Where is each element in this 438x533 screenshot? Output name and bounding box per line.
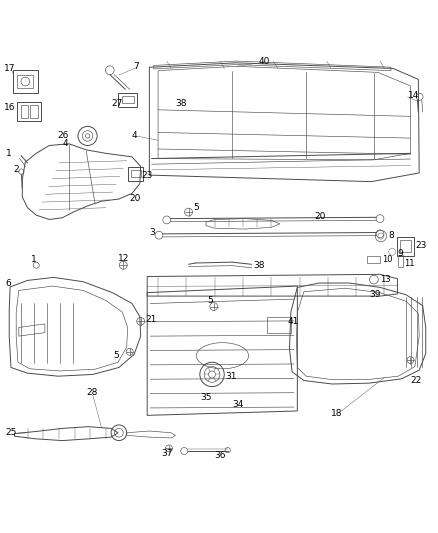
Bar (21, 106, 28, 118)
Bar (127, 167, 143, 181)
Text: 27: 27 (111, 99, 122, 108)
Text: 9: 9 (397, 249, 403, 258)
Text: 16: 16 (4, 103, 15, 112)
Bar (30, 106, 38, 118)
Text: 41: 41 (288, 317, 299, 326)
Text: 13: 13 (380, 275, 391, 284)
Bar (367, 256, 380, 263)
Text: 28: 28 (86, 388, 98, 397)
Text: 31: 31 (226, 372, 237, 381)
Text: 38: 38 (253, 261, 265, 270)
Bar (18, 75, 33, 88)
Text: 36: 36 (215, 451, 226, 460)
Text: 2: 2 (14, 165, 19, 174)
Text: 40: 40 (258, 58, 269, 67)
Bar (267, 318, 291, 333)
Text: 25: 25 (6, 428, 17, 437)
Text: 1: 1 (6, 149, 11, 158)
Text: 5: 5 (207, 296, 213, 305)
Text: 8: 8 (389, 231, 395, 240)
Bar (131, 171, 141, 177)
Bar (13, 70, 38, 93)
Text: 23: 23 (141, 171, 153, 180)
Text: 34: 34 (232, 400, 244, 408)
Text: 37: 37 (162, 449, 173, 458)
Text: 14: 14 (408, 91, 420, 100)
Text: 38: 38 (176, 99, 187, 108)
Text: 11: 11 (404, 259, 415, 268)
Text: 1: 1 (31, 255, 37, 264)
Text: 18: 18 (331, 409, 343, 418)
Text: 26: 26 (57, 132, 69, 140)
Bar (400, 240, 411, 252)
Text: 17: 17 (4, 63, 15, 72)
Bar (121, 96, 134, 103)
Text: 4: 4 (131, 132, 137, 140)
Text: 5: 5 (193, 203, 199, 212)
Text: 12: 12 (118, 254, 129, 263)
Text: 4: 4 (62, 139, 68, 148)
Text: 3: 3 (149, 228, 155, 237)
Text: 35: 35 (201, 393, 212, 401)
Text: 20: 20 (130, 193, 141, 203)
Bar (397, 237, 414, 256)
Text: 21: 21 (145, 315, 156, 324)
Text: 23: 23 (416, 241, 427, 250)
Bar (17, 102, 42, 121)
Text: 6: 6 (6, 279, 11, 287)
Text: 10: 10 (382, 255, 392, 264)
Text: 39: 39 (369, 290, 381, 300)
Text: 5: 5 (114, 351, 120, 360)
Text: 22: 22 (410, 376, 422, 385)
Bar (118, 93, 137, 107)
Text: 20: 20 (315, 212, 326, 221)
Text: 7: 7 (134, 62, 139, 71)
